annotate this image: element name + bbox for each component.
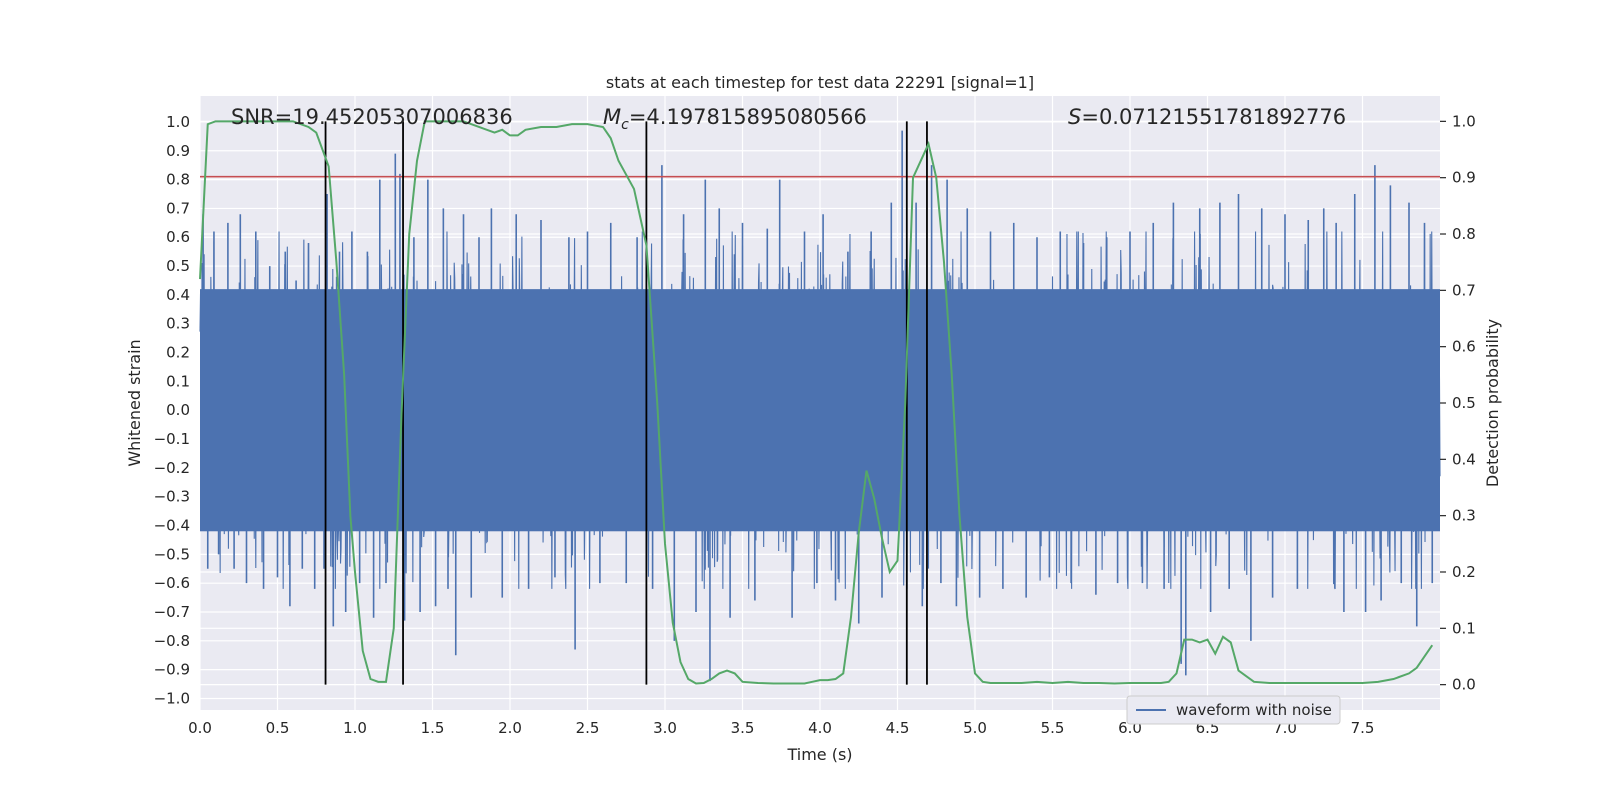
y-tick-label: 0.1 [166,372,190,390]
legend-box [1126,695,1341,725]
y-tick-label: 0.5 [166,257,190,275]
x-tick-label: 1.0 [343,719,367,737]
annotation-chirp-mass-value: =4.197815895080566 [629,105,867,129]
annotation-chirp-mass-symbol: M [603,105,621,129]
y-right-tick-label: 0.9 [1452,169,1476,187]
y-tick-label: 0.6 [166,228,190,246]
y-tick-label: 0.2 [166,344,190,362]
y-axis-right-label: Detection probability [1483,319,1502,487]
y-right-tick-label: 0.4 [1452,450,1476,468]
x-tick-label: 3.0 [653,719,677,737]
waveform-core-band [200,289,1440,532]
x-tick-label: 5.0 [963,719,987,737]
y-right-tick-label: 0.5 [1452,394,1476,412]
y-tick-label: 1.0 [166,113,190,131]
y-tick-label: −0.3 [154,488,190,506]
y-right-tick-label: 1.0 [1452,112,1476,130]
y-tick-label: −0.1 [154,430,190,448]
x-tick-label: 0.5 [266,719,290,737]
x-axis-label: Time (s) [786,745,852,764]
y-axis-left-ticks: 1.0 0.9 0.8 0.7 0.6 0.5 0.4 0.3 0.2 0.1 0.0 −0.1 −0.… [154,113,190,708]
annotation-s-symbol: S [1068,105,1081,129]
x-tick-label: 2.5 [576,719,600,737]
annotation-chirp-mass-subscript: c [621,117,629,133]
y-tick-label: 0.7 [166,199,190,217]
y-tick-label: −0.4 [154,517,190,535]
y-tick-label: 0.8 [166,171,190,189]
y-tick-label: −0.7 [154,603,190,621]
x-tick-label: 2.0 [498,719,522,737]
detection-probability-series [199,120,1434,685]
y-right-tick-label: 0.6 [1452,338,1476,356]
y-tick-label: 0.0 [166,401,190,419]
y-right-tick-label: 0.7 [1452,281,1476,299]
annotation-s-value: =0.07121551781892776 [1081,105,1346,129]
annotation-chirp-mass: Mc=4.197815895080566 [603,105,867,133]
y-right-tick-label: 0.3 [1452,507,1476,525]
y-tick-label: 0.3 [166,315,190,333]
x-tick-label: 7.5 [1351,719,1375,737]
y-tick-label: −1.0 [154,689,190,707]
x-tick-label: 0.0 [188,719,212,737]
legend-label: waveform with noise [1176,701,1332,719]
x-tick-label: 4.5 [886,719,910,737]
y-tick-label: −0.8 [154,632,190,650]
x-tick-label: 5.5 [1041,719,1065,737]
y-right-tick-label: 0.0 [1452,676,1476,694]
chart-title: stats at each timestep for test data 222… [606,73,1034,92]
x-tick-label: 3.5 [731,719,755,737]
y-axis-left-label: Whitened strain [125,339,144,466]
event-lines [324,121,928,685]
y-right-tick-label: 0.8 [1452,225,1476,243]
detection-probability-line [199,120,1434,685]
annotation-snr: SNR=19.45205307006836 [231,105,513,129]
y-tick-label: −0.9 [154,661,190,679]
y-right-tick-label: 0.1 [1452,619,1476,637]
legend: waveform with noise [1126,695,1341,725]
annotation-s: S=0.07121551781892776 [1068,105,1346,129]
y-tick-label: −0.2 [154,459,190,477]
y-tick-label: −0.5 [154,545,190,563]
y-tick-label: 0.4 [166,286,190,304]
y-tick-label: 0.9 [166,142,190,160]
x-tick-label: 1.5 [421,719,445,737]
y-tick-label: −0.6 [154,574,190,592]
x-tick-label: 4.0 [808,719,832,737]
y-axis-right-ticks: 1.0 0.9 0.8 0.7 0.6 0.5 0.4 0.3 0.2 0.1 0.0 [1440,112,1476,694]
waveform-series [199,130,1441,682]
y-right-tick-label: 0.2 [1452,563,1476,581]
